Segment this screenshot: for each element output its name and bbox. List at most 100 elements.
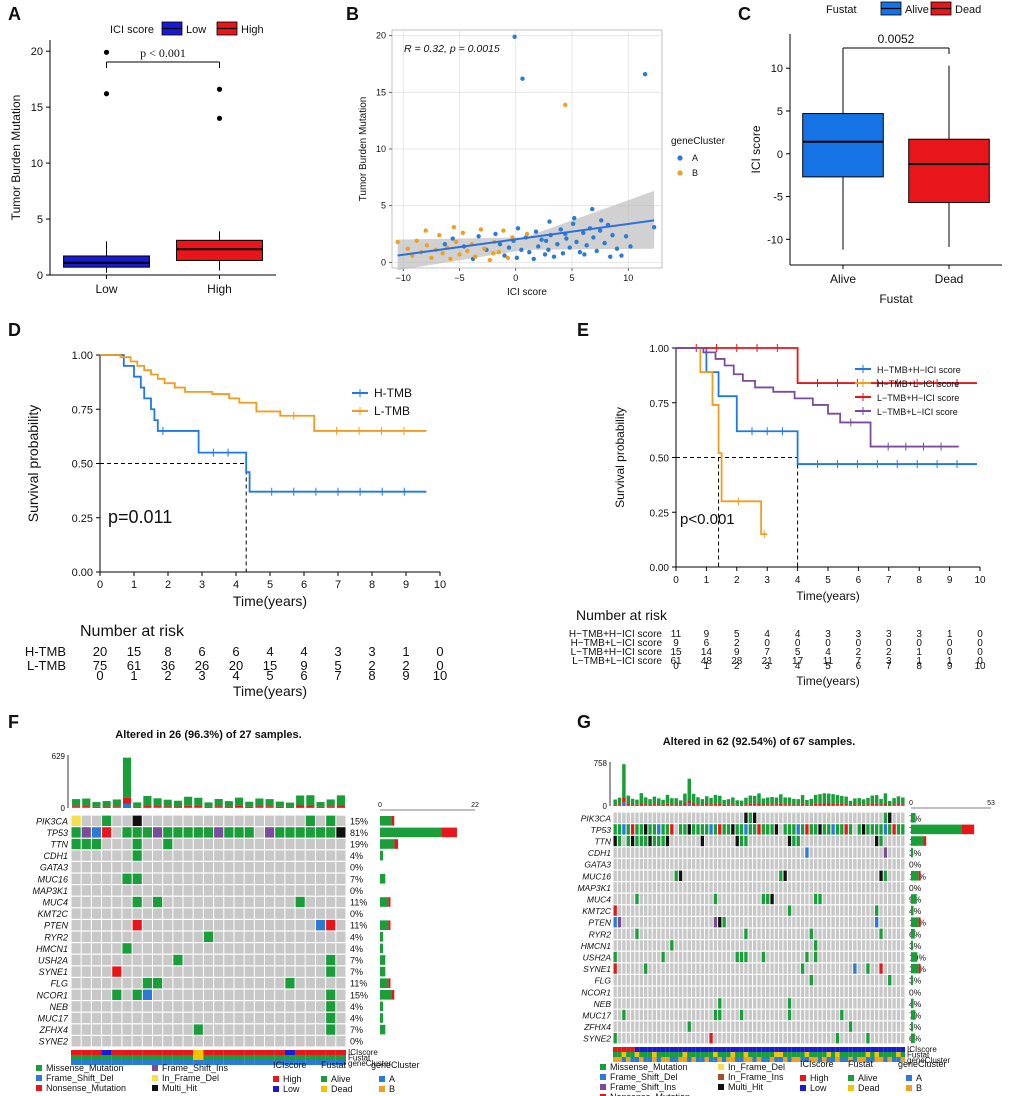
mutation-cell bbox=[757, 1021, 761, 1032]
mutation-cell bbox=[779, 1033, 783, 1044]
mutation-cell bbox=[152, 978, 163, 989]
mutation-cell bbox=[748, 870, 752, 881]
mutation-cell bbox=[305, 896, 315, 908]
top-bar-segment bbox=[744, 804, 748, 806]
mutation-cell bbox=[635, 1021, 639, 1032]
track-genecluster bbox=[647, 1057, 653, 1062]
mutation-cell bbox=[657, 998, 661, 1009]
top-bar bbox=[639, 793, 644, 804]
right-bar bbox=[911, 1021, 913, 1032]
gene-label: SYNE2 bbox=[583, 1034, 611, 1044]
mutation-cell bbox=[163, 1036, 173, 1047]
mutation-cell bbox=[874, 847, 879, 858]
mutation-cell bbox=[214, 873, 224, 884]
track-fustat bbox=[857, 1052, 862, 1057]
top-bar bbox=[888, 800, 892, 805]
mutation-cell bbox=[813, 998, 818, 1009]
mutation-cell bbox=[132, 873, 142, 884]
mutation-cell bbox=[122, 885, 132, 896]
right-bar bbox=[911, 824, 962, 835]
mutation-cell bbox=[787, 1033, 792, 1044]
mutation-cell bbox=[796, 859, 800, 870]
mutation-cell bbox=[713, 986, 718, 997]
track-iciscore bbox=[761, 1047, 766, 1052]
track-genecluster bbox=[761, 1057, 766, 1062]
mutation-cell bbox=[800, 1009, 805, 1021]
track-genecluster bbox=[152, 1060, 163, 1065]
mutation-cell bbox=[853, 835, 857, 847]
mutation-cell bbox=[678, 905, 683, 916]
track-iciscore bbox=[830, 1047, 836, 1052]
mutation-cell bbox=[691, 1021, 696, 1032]
mutation-cell bbox=[315, 978, 326, 989]
mutation-cell bbox=[670, 812, 674, 823]
mutation-cell bbox=[705, 986, 709, 997]
mutation-cell bbox=[626, 824, 630, 835]
mutation-cell bbox=[617, 859, 622, 870]
mutation-cell bbox=[739, 975, 744, 986]
mutation-cell bbox=[844, 1009, 848, 1021]
track-fustat bbox=[726, 1052, 731, 1057]
right-bar bbox=[911, 929, 915, 939]
track-fustat bbox=[713, 1052, 718, 1057]
risk-x-tick-label: 5 bbox=[266, 668, 273, 683]
track-iciscore bbox=[822, 1047, 827, 1052]
track-iciscore bbox=[669, 1047, 675, 1052]
percent-label: 11% bbox=[350, 897, 367, 907]
mutation-cell bbox=[705, 905, 709, 916]
top-bar-segment bbox=[783, 804, 787, 806]
mutation-cell bbox=[295, 978, 305, 989]
mutation-cell bbox=[665, 1009, 670, 1021]
mutation-cell bbox=[752, 1021, 757, 1032]
mutation-cell bbox=[818, 905, 822, 916]
mutation-cell bbox=[744, 812, 748, 823]
mutation-cell bbox=[670, 905, 674, 916]
right-axis-min: 0 bbox=[378, 802, 382, 809]
mutation-cell bbox=[840, 986, 844, 997]
mutation-cell bbox=[665, 870, 670, 881]
mutation-cell bbox=[870, 986, 874, 997]
mutation-cell bbox=[879, 882, 883, 893]
mutation-cell bbox=[275, 1012, 285, 1024]
track-fustat bbox=[101, 1055, 112, 1060]
top-bar-segment bbox=[731, 805, 735, 806]
mutation-cell bbox=[709, 1033, 713, 1044]
top-bar-segment bbox=[779, 803, 783, 806]
right-bar bbox=[380, 850, 384, 861]
mutation-cell bbox=[652, 998, 657, 1009]
scatter-point-B bbox=[465, 248, 470, 254]
mutation-cell bbox=[713, 963, 718, 974]
mutation-cell bbox=[81, 873, 91, 884]
track-iciscore bbox=[870, 1047, 875, 1052]
track-genecluster bbox=[81, 1060, 92, 1065]
top-bar-segment bbox=[822, 804, 827, 806]
scatter-point-B bbox=[510, 235, 515, 240]
mutation-cell bbox=[766, 928, 770, 939]
mutation-cell bbox=[626, 928, 630, 939]
track-iciscore bbox=[874, 1047, 879, 1052]
mutation-cell bbox=[81, 908, 91, 919]
mutation-cell bbox=[840, 951, 844, 963]
mutation-cell bbox=[163, 1001, 173, 1012]
mutation-cell bbox=[635, 986, 639, 997]
mutation-cell bbox=[840, 963, 844, 974]
track-iciscore bbox=[891, 1047, 897, 1052]
top-bar-segment bbox=[853, 805, 857, 806]
mutation-cell bbox=[892, 882, 896, 893]
mutation-cell bbox=[214, 1024, 224, 1035]
mutation-cell bbox=[173, 1001, 183, 1012]
track-fustat bbox=[865, 1052, 871, 1057]
mutation-cell bbox=[132, 862, 142, 873]
mutation-cell bbox=[295, 1024, 305, 1035]
mutation-cell bbox=[731, 986, 735, 997]
mutation-cell bbox=[752, 917, 757, 928]
right-bar-segment bbox=[923, 836, 927, 846]
mutation-cell bbox=[831, 882, 835, 893]
mutation-cell bbox=[735, 893, 739, 905]
mutation-cell bbox=[718, 882, 722, 893]
mutation-cell bbox=[835, 975, 840, 986]
track-iciscore bbox=[660, 1047, 666, 1052]
track-fustat bbox=[682, 1052, 688, 1057]
mutation-cell bbox=[705, 882, 709, 893]
mutation-cell bbox=[709, 905, 713, 916]
